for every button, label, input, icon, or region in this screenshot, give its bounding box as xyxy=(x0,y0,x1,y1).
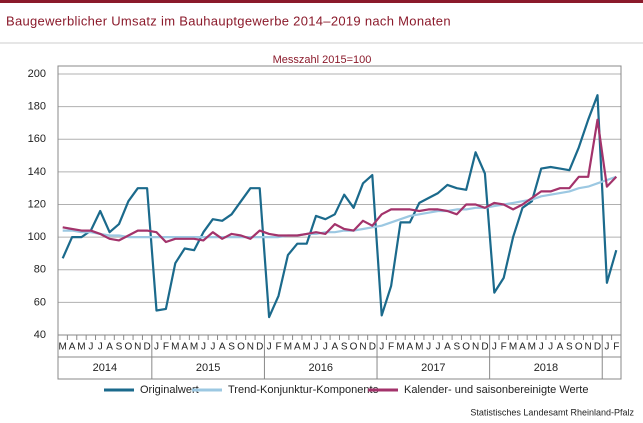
year-label: 2014 xyxy=(93,362,117,374)
x-tick-label: A xyxy=(407,342,414,353)
x-tick-label: N xyxy=(472,342,479,353)
x-tick-label: D xyxy=(594,342,601,353)
x-tick-label: J xyxy=(604,342,609,353)
year-label: 2018 xyxy=(534,362,558,374)
x-tick-label: O xyxy=(575,342,583,353)
x-tick-label: N xyxy=(585,342,592,353)
series-line xyxy=(62,118,618,244)
series-line xyxy=(61,94,618,319)
y-tick-label: 180 xyxy=(28,101,46,113)
x-tick-label: A xyxy=(331,342,338,353)
x-tick-label: M xyxy=(396,342,404,353)
x-tick-label: A xyxy=(69,342,76,353)
x-tick-label: M xyxy=(509,342,517,353)
year-label: 2017 xyxy=(421,362,445,374)
y-tick-label: 160 xyxy=(28,133,46,145)
legend-label: Kalender- und saisonbereinigte Werte xyxy=(404,384,588,396)
x-tick-label: F xyxy=(388,342,394,353)
x-tick-label: M xyxy=(59,342,67,353)
x-tick-label: J xyxy=(201,342,206,353)
x-tick-label: O xyxy=(350,342,358,353)
x-tick-label: J xyxy=(88,342,93,353)
x-tick-label: A xyxy=(106,342,113,353)
x-tick-label: J xyxy=(548,342,553,353)
x-tick-label: S xyxy=(116,342,123,353)
x-tick-label: A xyxy=(519,342,526,353)
x-tick-label: M xyxy=(528,342,536,353)
x-tick-label: S xyxy=(566,342,573,353)
y-tick-label: 200 xyxy=(28,68,46,80)
x-tick-label: F xyxy=(163,342,169,353)
top-bar xyxy=(0,0,643,3)
x-tick-label: M xyxy=(284,342,292,353)
y-tick-label: 140 xyxy=(28,166,46,178)
x-tick-label: J xyxy=(154,342,159,353)
x-tick-label: A xyxy=(181,342,188,353)
x-tick-label: A xyxy=(557,342,564,353)
y-tick-label: 60 xyxy=(34,296,46,308)
x-tick-label: M xyxy=(77,342,85,353)
x-tick-label: M xyxy=(171,342,179,353)
x-tick-label: M xyxy=(415,342,423,353)
x-tick-label: J xyxy=(323,342,328,353)
x-tick-label: N xyxy=(359,342,366,353)
y-tick-label: 120 xyxy=(28,198,46,210)
x-tick-label: M xyxy=(302,342,310,353)
x-tick-label: F xyxy=(501,342,507,353)
x-tick-label: M xyxy=(190,342,198,353)
y-tick-label: 100 xyxy=(28,231,46,243)
x-tick-label: J xyxy=(492,342,497,353)
y-tick-label: 80 xyxy=(34,264,46,276)
x-tick-label: N xyxy=(247,342,254,353)
x-tick-label: J xyxy=(267,342,272,353)
x-tick-label: S xyxy=(341,342,348,353)
x-tick-label: O xyxy=(462,342,470,353)
x-tick-label: J xyxy=(314,342,319,353)
x-tick-label: A xyxy=(444,342,451,353)
y-tick-label: 40 xyxy=(34,329,46,341)
x-tick-label: A xyxy=(219,342,226,353)
x-tick-label: D xyxy=(481,342,488,353)
x-tick-label: S xyxy=(453,342,460,353)
chart-subtitle: Messzahl 2015=100 xyxy=(273,54,372,66)
x-tick-label: N xyxy=(134,342,141,353)
x-tick-label: O xyxy=(124,342,132,353)
x-tick-label: O xyxy=(237,342,245,353)
x-tick-label: D xyxy=(369,342,376,353)
x-tick-label: A xyxy=(294,342,301,353)
year-label: 2016 xyxy=(308,362,332,374)
x-tick-label: D xyxy=(256,342,263,353)
source: Statistisches Landesamt Rheinland-Pfalz xyxy=(470,407,634,417)
x-tick-label: J xyxy=(98,342,103,353)
x-tick-label: F xyxy=(613,342,619,353)
legend-label: Originalwert xyxy=(140,384,199,396)
x-tick-label: F xyxy=(275,342,281,353)
x-tick-label: J xyxy=(210,342,215,353)
x-tick-label: J xyxy=(539,342,544,353)
series-line xyxy=(62,175,617,239)
x-tick-label: J xyxy=(436,342,441,353)
x-tick-label: S xyxy=(228,342,235,353)
chart-title: Baugewerblicher Umsatz im Bauhauptgewerb… xyxy=(6,13,451,28)
x-tick-label: J xyxy=(426,342,431,353)
legend-label: Trend-Konjunktur-Komponente xyxy=(228,384,379,396)
x-tick-label: D xyxy=(144,342,151,353)
year-label: 2015 xyxy=(196,362,220,374)
x-tick-label: J xyxy=(379,342,384,353)
